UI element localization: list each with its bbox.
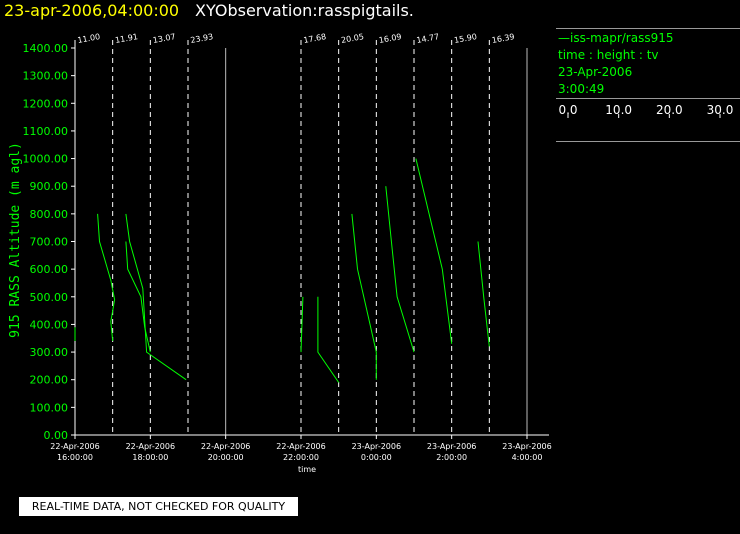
y-tick-label: 1000.00: [23, 153, 69, 166]
axes: [71, 44, 549, 439]
gridlines: [74, 40, 528, 435]
x-tick-date-label: 23-Apr-2006: [352, 442, 401, 451]
data-traces: [74, 158, 490, 383]
x-tick-time-label: 0:00:00: [361, 453, 392, 462]
profile-trace: [415, 158, 453, 344]
scale-tick-label: 20.0: [656, 103, 683, 117]
y-tick-label: 900.00: [30, 180, 69, 193]
y-tick-label: 0.00: [44, 429, 69, 442]
profile-trace: [317, 296, 340, 383]
profile-trace: [125, 241, 151, 353]
color-scale: 0.010.020.030.0 tv: [558, 103, 733, 118]
rass-chart: 0.00 100.00 200.00 300.00 400.00 500.00 600.00…: [8, 32, 552, 474]
tick-labels: 0.00 100.00 200.00 300.00 400.00 500.00 600.00…: [23, 32, 552, 462]
y-tick-label: 300.00: [30, 346, 69, 359]
y-tick-label: 600.00: [30, 263, 69, 276]
profile-value-label: 13.07: [152, 32, 176, 45]
profile-trace: [97, 213, 116, 342]
legend-top-divider: [556, 28, 740, 29]
profile-trace: [300, 296, 304, 353]
x-tick-time-label: 20:00:00: [208, 453, 244, 462]
scale-tick-label: 0.0: [558, 103, 577, 117]
y-tick-label: 200.00: [30, 374, 69, 387]
profile-value-label: 20.05: [340, 32, 364, 45]
x-tick-date-label: 22-Apr-2006: [126, 442, 175, 451]
profile-trace: [477, 241, 490, 347]
scale-tick-label: 10.0: [605, 103, 632, 117]
y-tick-label: 500.00: [30, 291, 69, 304]
x-tick-time-label: 18:00:00: [132, 453, 168, 462]
y-tick-label: 100.00: [30, 401, 69, 414]
y-tick-label: 800.00: [30, 208, 69, 221]
profile-value-label: 11.91: [114, 32, 138, 45]
legend-series-label: —iss-mapr/rass915: [558, 31, 674, 45]
profile-value-label: 15.90: [453, 32, 477, 45]
scale-tick-label: 30.0: [707, 103, 734, 117]
x-tick-date-label: 23-Apr-2006: [427, 442, 476, 451]
observation-title: XYObservation:rasspigtails.: [195, 1, 414, 20]
x-tick-date-label: 22-Apr-2006: [50, 442, 99, 451]
profile-value-label: 17.68: [303, 32, 327, 45]
scale-ticks: 0.0 10.0 20.0 30.0: [558, 103, 733, 118]
x-tick-date-label: 23-Apr-2006: [502, 442, 551, 451]
legend-mid-divider: [556, 98, 740, 99]
profile-value-label: 23.93: [190, 32, 214, 45]
profile-value-label: 11.00: [77, 32, 101, 45]
quality-disclaimer: REAL-TIME DATA, NOT CHECKED FOR QUALITY: [19, 497, 298, 516]
x-tick-time-label: 4:00:00: [512, 453, 543, 462]
legend-time: 3:00:49: [558, 82, 605, 96]
legend-variable-line: time : height : tv: [558, 48, 659, 62]
profile-value-label: 14.77: [416, 32, 440, 45]
profile-value-label: 16.39: [491, 32, 515, 45]
profile-trace: [351, 213, 377, 380]
x-axis-label: time: [298, 465, 316, 474]
chart-date-title: 23-apr-2006,04:00:00: [4, 1, 180, 20]
x-tick-date-label: 22-Apr-2006: [276, 442, 325, 451]
y-tick-label: 1100.00: [23, 125, 69, 138]
y-axis-label: 915 RASS Altitude (m agl): [8, 142, 23, 338]
legend-date: 23-Apr-2006: [558, 65, 633, 79]
legend-bottom-divider: [556, 141, 740, 142]
y-tick-label: 700.00: [30, 236, 69, 249]
profile-value-label: 16.09: [378, 32, 402, 45]
x-tick-time-label: 22:00:00: [283, 453, 319, 462]
y-tick-label: 1400.00: [23, 42, 69, 55]
y-tick-label: 1300.00: [23, 70, 69, 83]
x-tick-date-label: 22-Apr-2006: [201, 442, 250, 451]
profile-trace: [385, 186, 415, 353]
profile-trace: [125, 213, 187, 381]
y-tick-label: 1200.00: [23, 97, 69, 110]
y-tick-label: 400.00: [30, 318, 69, 331]
x-tick-time-label: 2:00:00: [436, 453, 467, 462]
x-tick-time-label: 16:00:00: [57, 453, 93, 462]
